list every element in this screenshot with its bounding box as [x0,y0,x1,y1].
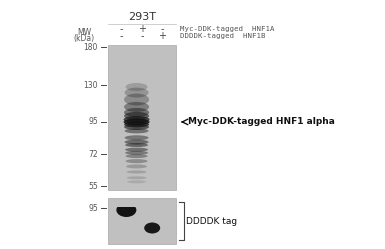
Text: (kDa): (kDa) [74,34,95,43]
Text: Myc-DDK-tagged HNF1 alpha: Myc-DDK-tagged HNF1 alpha [188,118,335,126]
Ellipse shape [144,223,160,234]
Text: -: - [120,24,123,34]
Ellipse shape [124,108,149,117]
Text: 72: 72 [89,150,98,159]
Text: 180: 180 [84,43,98,52]
Ellipse shape [116,203,136,217]
Text: 130: 130 [84,81,98,90]
Bar [108,198,176,244]
Text: 293T: 293T [128,12,156,22]
Ellipse shape [126,164,147,168]
Ellipse shape [125,128,149,133]
Text: 95: 95 [88,118,98,126]
Text: -: - [140,31,144,41]
Text: DDDDK-tagged  HNF1B: DDDDK-tagged HNF1B [180,33,266,39]
Text: 55: 55 [88,182,98,190]
Bar [108,45,176,190]
Ellipse shape [127,176,147,179]
Ellipse shape [126,159,147,163]
Text: -: - [120,31,123,41]
Bar [116,202,136,207]
Text: Myc-DDK-tagged  HNF1A: Myc-DDK-tagged HNF1A [180,26,275,32]
Ellipse shape [125,151,148,155]
Text: MW: MW [77,28,91,37]
Ellipse shape [127,180,146,183]
Ellipse shape [124,116,149,123]
Ellipse shape [124,124,149,130]
Text: +: + [138,24,146,34]
Ellipse shape [125,135,149,140]
Ellipse shape [124,94,149,106]
Text: DDDDK tag: DDDDK tag [186,216,237,226]
Ellipse shape [125,88,149,98]
Ellipse shape [124,112,149,120]
Ellipse shape [125,143,148,147]
Ellipse shape [124,119,149,125]
Ellipse shape [124,122,149,127]
Ellipse shape [125,148,148,152]
Ellipse shape [126,83,147,91]
Text: -: - [161,24,164,34]
Ellipse shape [126,154,147,158]
Text: 95: 95 [88,203,98,212]
Ellipse shape [125,140,149,145]
Ellipse shape [127,171,147,174]
Ellipse shape [124,102,149,112]
Text: +: + [158,31,166,41]
